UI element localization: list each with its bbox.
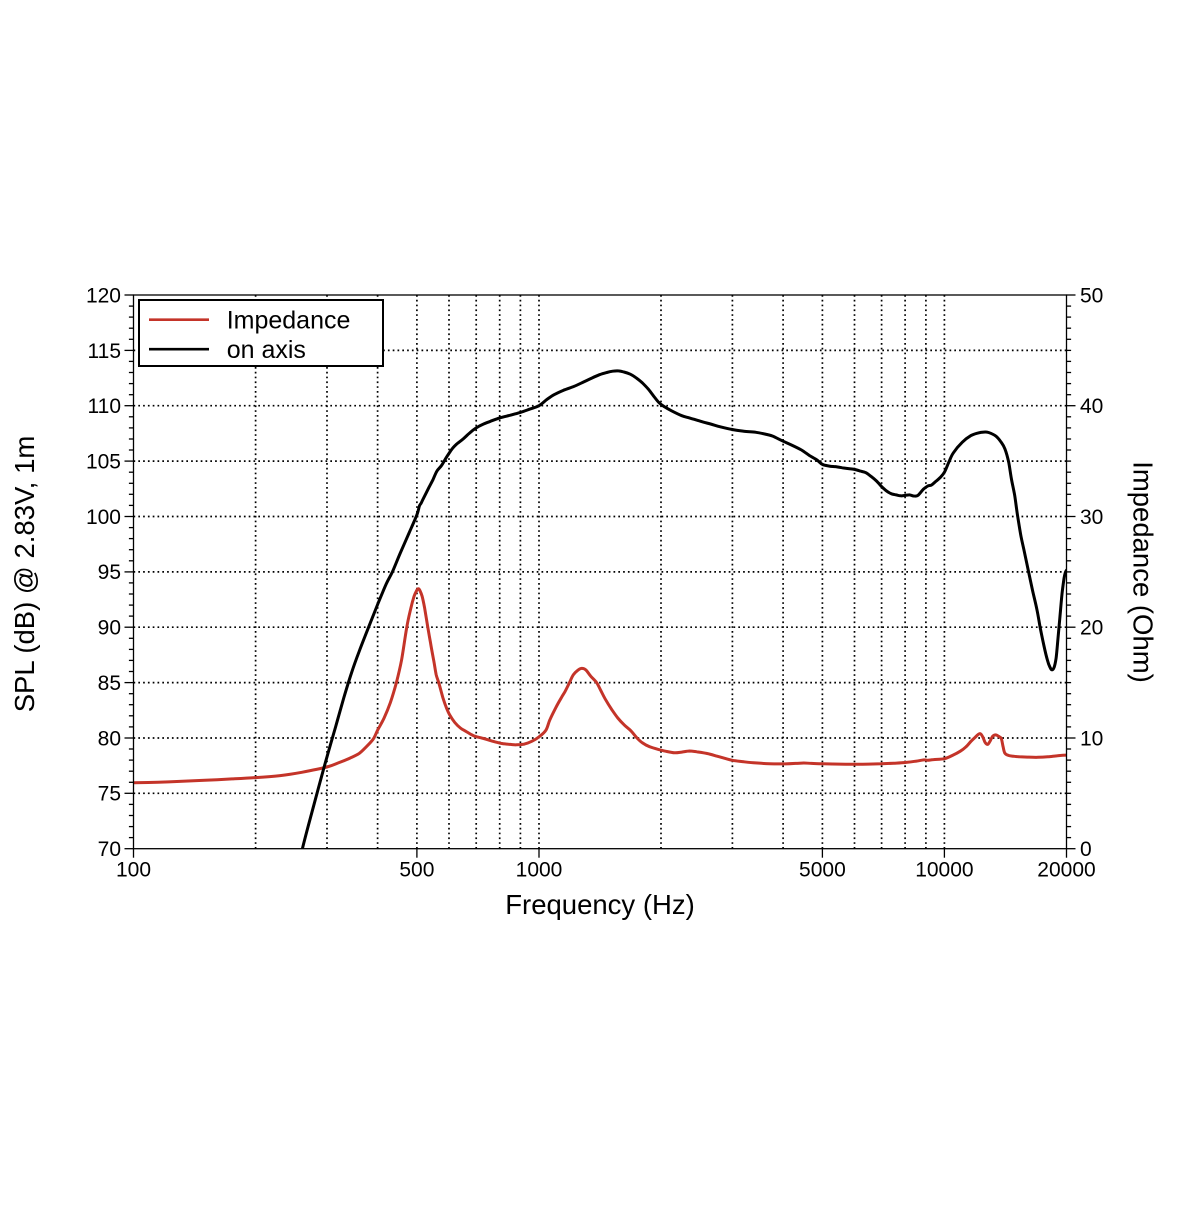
svg-text:0: 0: [1080, 838, 1092, 861]
svg-text:100: 100: [86, 506, 121, 529]
svg-text:20: 20: [1080, 617, 1103, 640]
svg-text:95: 95: [98, 561, 121, 584]
svg-text:110: 110: [88, 395, 121, 418]
svg-text:105: 105: [86, 451, 121, 474]
svg-text:75: 75: [98, 783, 121, 806]
svg-text:90: 90: [98, 617, 121, 640]
svg-text:500: 500: [399, 859, 434, 882]
svg-text:1000: 1000: [516, 859, 563, 882]
svg-text:85: 85: [98, 672, 121, 695]
svg-text:80: 80: [98, 727, 121, 750]
svg-text:115: 115: [88, 340, 121, 363]
svg-text:10000: 10000: [915, 859, 973, 882]
svg-text:10: 10: [1080, 727, 1103, 750]
svg-text:Impedance (Ohm): Impedance (Ohm): [1128, 461, 1159, 683]
svg-text:5000: 5000: [799, 859, 846, 882]
svg-text:Frequency (Hz): Frequency (Hz): [505, 889, 695, 920]
svg-text:120: 120: [86, 284, 121, 307]
svg-text:40: 40: [1080, 395, 1103, 418]
svg-text:30: 30: [1080, 506, 1103, 529]
svg-text:20000: 20000: [1037, 859, 1095, 882]
svg-text:Impedance: Impedance: [227, 307, 351, 335]
svg-text:70: 70: [98, 838, 121, 861]
svg-text:on axis: on axis: [227, 336, 306, 364]
svg-text:SPL (dB) @ 2.83V, 1m: SPL (dB) @ 2.83V, 1m: [9, 436, 40, 713]
svg-text:50: 50: [1080, 284, 1103, 307]
svg-text:100: 100: [116, 859, 151, 882]
